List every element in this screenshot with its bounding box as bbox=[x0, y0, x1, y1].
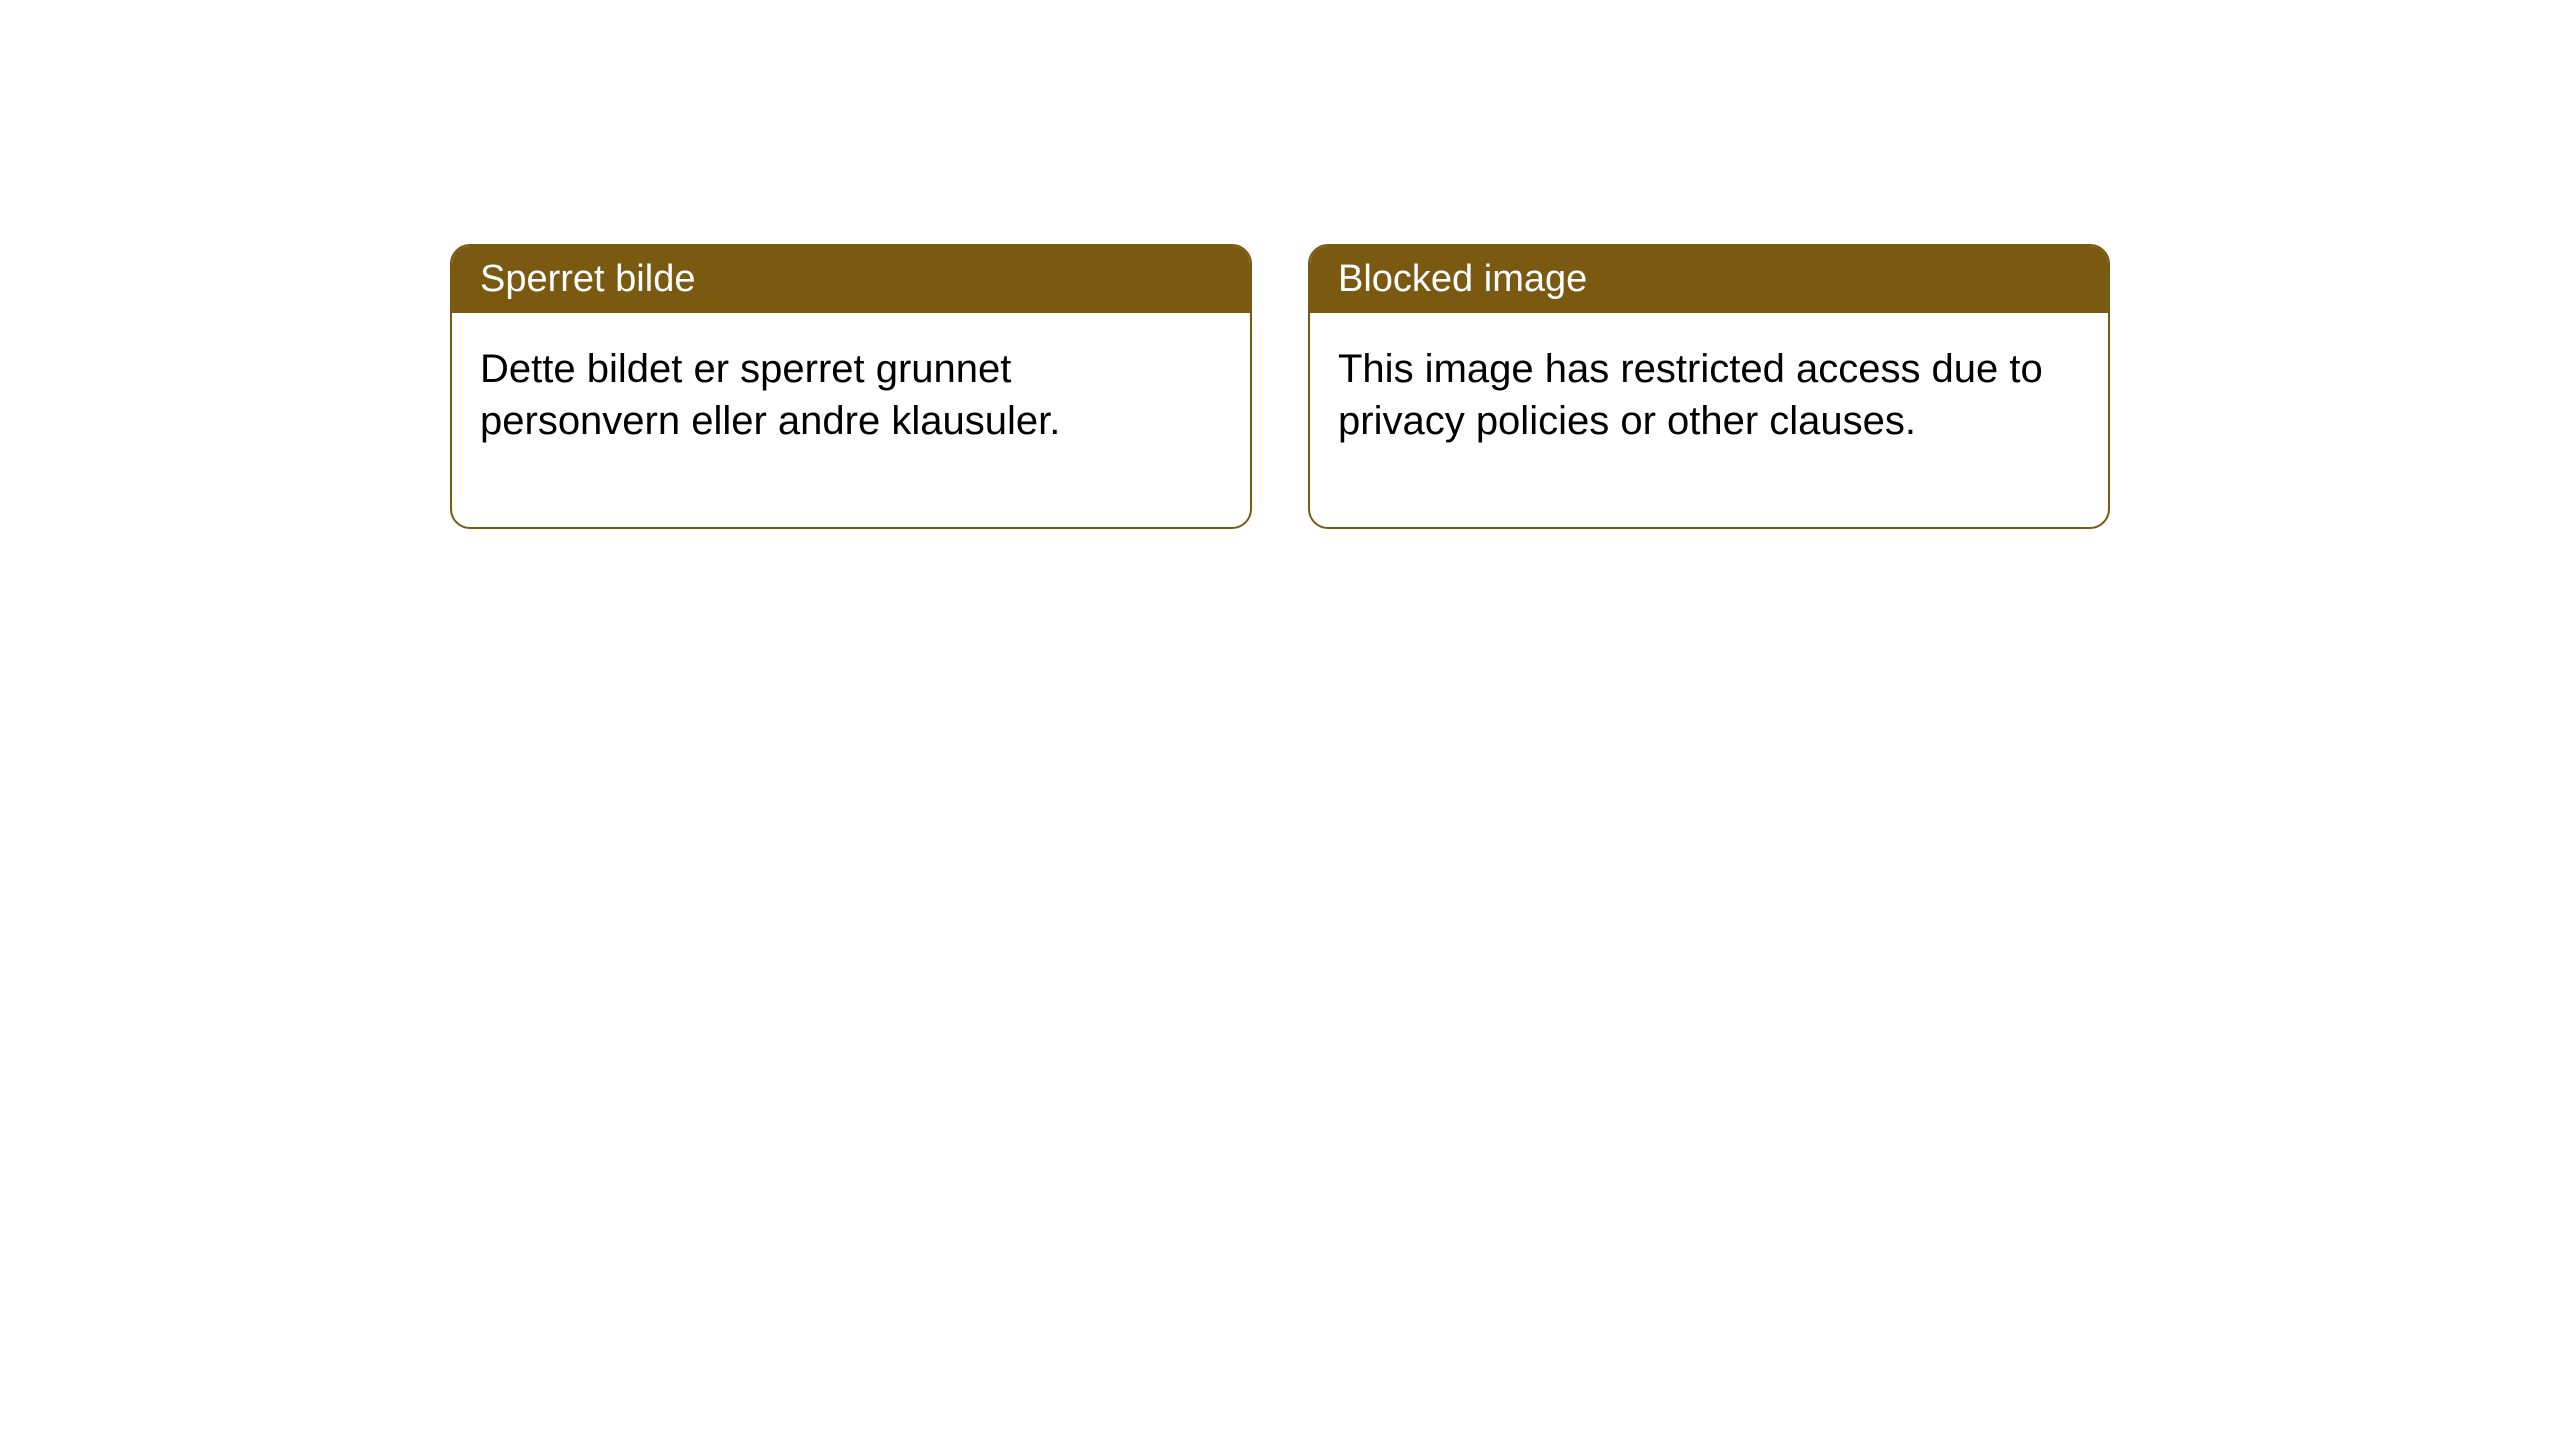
notice-card-norwegian: Sperret bilde Dette bildet er sperret gr… bbox=[450, 244, 1252, 529]
notice-container: Sperret bilde Dette bildet er sperret gr… bbox=[450, 244, 2110, 529]
notice-body: This image has restricted access due to … bbox=[1310, 313, 2108, 527]
notice-body: Dette bildet er sperret grunnet personve… bbox=[452, 313, 1250, 527]
notice-body-text: Dette bildet er sperret grunnet personve… bbox=[480, 347, 1060, 443]
notice-title: Blocked image bbox=[1338, 258, 1587, 300]
notice-body-text: This image has restricted access due to … bbox=[1338, 347, 2043, 443]
notice-header: Blocked image bbox=[1310, 246, 2108, 313]
notice-card-english: Blocked image This image has restricted … bbox=[1308, 244, 2110, 529]
notice-title: Sperret bilde bbox=[480, 258, 695, 300]
notice-header: Sperret bilde bbox=[452, 246, 1250, 313]
